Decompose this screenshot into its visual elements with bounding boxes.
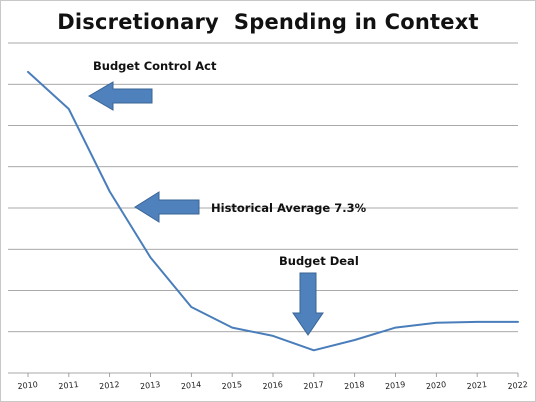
x-tick-label: 2010: [17, 380, 38, 391]
annotation-label: Budget Deal: [279, 254, 359, 268]
series-line: [27, 70, 519, 352]
x-tick-label: 2018: [344, 380, 365, 391]
x-tick-label: 2013: [140, 380, 161, 391]
x-tick-label: 2021: [466, 380, 487, 391]
x-tick-label: 2012: [99, 380, 120, 391]
annotation-arrow: [88, 81, 153, 111]
annotation-arrow: [292, 272, 324, 336]
x-tick-label: 2011: [58, 380, 79, 391]
annotation-label: Budget Control Act: [93, 59, 217, 73]
x-tick-label: 2014: [180, 380, 201, 391]
chart-title: Discretionary Spending in Context: [57, 10, 479, 34]
gridlines: [8, 42, 518, 374]
x-tick-label: 2017: [303, 380, 324, 391]
series-layer: [27, 70, 519, 352]
x-axis: 2010 2011 2012 2013 2014 2015 2016 2017 2018 2019…: [17, 373, 528, 391]
x-tick-label: 2015: [221, 380, 242, 391]
x-tick-label: 2019: [385, 380, 406, 391]
annotation-label: Historical Average 7.3%: [211, 201, 367, 215]
annotations: Budget Control Act Historical Average 7.3…: [88, 59, 367, 336]
x-tick-label: 2016: [262, 380, 283, 391]
annotation-arrow: [134, 191, 200, 223]
x-tick-label: 2020: [425, 380, 446, 391]
x-tick-label: 2022: [507, 380, 528, 391]
